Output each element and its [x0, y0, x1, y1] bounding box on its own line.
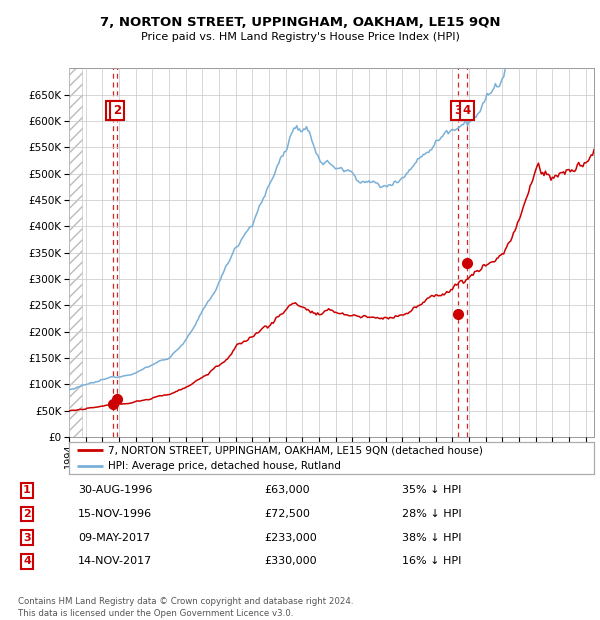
Text: HPI: Average price, detached house, Rutland: HPI: Average price, detached house, Rutl…: [109, 461, 341, 471]
Text: 7, NORTON STREET, UPPINGHAM, OAKHAM, LE15 9QN: 7, NORTON STREET, UPPINGHAM, OAKHAM, LE1…: [100, 16, 500, 29]
Text: 1: 1: [109, 104, 118, 117]
Text: Contains HM Land Registry data © Crown copyright and database right 2024.
This d: Contains HM Land Registry data © Crown c…: [18, 597, 353, 618]
Text: 7, NORTON STREET, UPPINGHAM, OAKHAM, LE15 9QN (detached house): 7, NORTON STREET, UPPINGHAM, OAKHAM, LE1…: [109, 445, 483, 455]
Text: 14-NOV-2017: 14-NOV-2017: [78, 556, 152, 566]
Text: 1: 1: [23, 485, 31, 495]
Text: 28% ↓ HPI: 28% ↓ HPI: [402, 509, 461, 519]
Text: 2: 2: [113, 104, 121, 117]
Text: 15-NOV-1996: 15-NOV-1996: [78, 509, 152, 519]
Text: 3: 3: [454, 104, 462, 117]
Text: 09-MAY-2017: 09-MAY-2017: [78, 533, 150, 542]
Text: 4: 4: [23, 556, 31, 566]
Text: 3: 3: [23, 533, 31, 542]
Text: 2: 2: [23, 509, 31, 519]
Text: 38% ↓ HPI: 38% ↓ HPI: [402, 533, 461, 542]
Text: 35% ↓ HPI: 35% ↓ HPI: [402, 485, 461, 495]
Text: £330,000: £330,000: [264, 556, 317, 566]
Text: £72,500: £72,500: [264, 509, 310, 519]
Text: 4: 4: [463, 104, 471, 117]
Text: Price paid vs. HM Land Registry's House Price Index (HPI): Price paid vs. HM Land Registry's House …: [140, 32, 460, 42]
Text: £63,000: £63,000: [264, 485, 310, 495]
Text: 16% ↓ HPI: 16% ↓ HPI: [402, 556, 461, 566]
Text: £233,000: £233,000: [264, 533, 317, 542]
Text: 30-AUG-1996: 30-AUG-1996: [78, 485, 152, 495]
